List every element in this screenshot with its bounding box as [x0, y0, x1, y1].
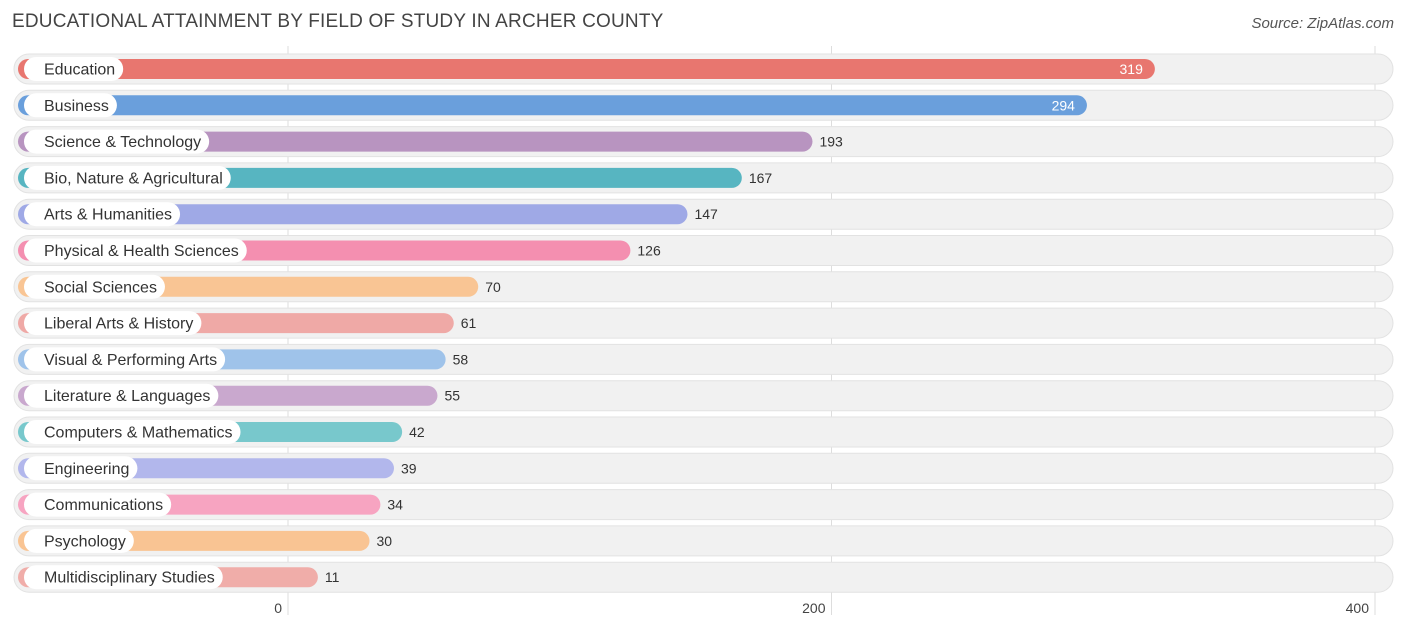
- category-label: Communications: [44, 497, 163, 514]
- category-label-pill: [24, 202, 181, 227]
- value-label: 58: [453, 351, 469, 367]
- bar: [18, 131, 813, 152]
- category-label-pill: [24, 565, 223, 590]
- bar-row: Multidisciplinary Studies 11: [13, 561, 1394, 593]
- value-label: 55: [444, 388, 460, 404]
- value-label: 30: [377, 533, 393, 549]
- category-label: Social Sciences: [44, 279, 157, 296]
- chart-title: EDUCATIONAL ATTAINMENT BY FIELD OF STUDY…: [12, 11, 664, 32]
- bar: [18, 204, 688, 225]
- category-label: Computers & Mathematics: [44, 425, 233, 442]
- category-label: Psychology: [44, 533, 126, 550]
- category-label: Visual & Performing Arts: [44, 352, 217, 369]
- category-label: Science & Technology: [44, 134, 201, 151]
- bar-row: Engineering 39: [13, 452, 1394, 484]
- value-label: 294: [1052, 97, 1076, 113]
- category-label: Arts & Humanities: [44, 207, 172, 224]
- bar-row: Education 319: [13, 53, 1394, 85]
- x-tick-label: 400: [1346, 600, 1370, 616]
- bar-row: Psychology 30: [13, 525, 1394, 557]
- category-label: Engineering: [44, 461, 129, 478]
- bar-track: [13, 561, 1394, 593]
- category-label: Literature & Languages: [44, 388, 210, 405]
- category-label-pill: [24, 57, 124, 81]
- bar: [18, 95, 1087, 116]
- value-label: 319: [1120, 61, 1144, 77]
- bar: [18, 59, 1155, 79]
- value-label: 147: [694, 206, 718, 222]
- value-label: 61: [461, 315, 477, 331]
- value-label: 70: [485, 279, 501, 295]
- bar-row: Visual & Performing Arts 58: [13, 343, 1394, 375]
- category-label: Business: [44, 98, 109, 115]
- value-label: 34: [387, 497, 403, 513]
- bar-row: Business 294: [13, 89, 1394, 121]
- value-label: 193: [819, 134, 843, 150]
- category-label: Multidisciplinary Studies: [44, 570, 215, 587]
- category-label-pill: [24, 93, 117, 118]
- value-label: 39: [401, 460, 417, 476]
- source-note: Source: ZipAtlas.com: [1251, 15, 1394, 32]
- category-label-pill: [24, 492, 172, 517]
- category-label-pill: [24, 420, 241, 444]
- category-label-pill: [24, 274, 165, 299]
- bar-row: Physical & Health Sciences 126: [13, 235, 1394, 266]
- bar-row: Computers & Mathematics 42: [13, 416, 1394, 448]
- category-label-pill: [24, 347, 226, 372]
- category-label-pill: [24, 383, 219, 408]
- bar-row: Bio, Nature & Agricultural 167: [13, 162, 1394, 194]
- x-tick-label: 0: [274, 600, 282, 616]
- bar-row: Social Sciences 70: [13, 271, 1394, 303]
- category-label: Physical & Health Sciences: [44, 243, 239, 260]
- category-label-pill: [24, 528, 134, 553]
- category-label: Education: [44, 62, 115, 79]
- bar-row: Communications 34: [13, 489, 1394, 521]
- value-label: 167: [749, 170, 773, 186]
- category-label: Bio, Nature & Agricultural: [44, 170, 223, 187]
- bar-row: Liberal Arts & History 61: [13, 307, 1394, 339]
- category-label-pill: [24, 165, 231, 190]
- x-tick-label: 200: [802, 600, 826, 616]
- category-label-pill: [24, 311, 202, 336]
- value-label: 126: [637, 243, 661, 259]
- category-label: Liberal Arts & History: [44, 316, 193, 333]
- value-label: 11: [325, 569, 340, 585]
- bar-row: Science & Technology 193: [13, 126, 1394, 158]
- bar-row: Arts & Humanities 147: [13, 198, 1394, 230]
- category-label-pill: [24, 129, 210, 154]
- category-label-pill: [24, 238, 247, 263]
- bar-row: Literature & Languages 55: [13, 380, 1394, 412]
- value-label: 42: [409, 424, 425, 440]
- category-label-pill: [24, 456, 138, 481]
